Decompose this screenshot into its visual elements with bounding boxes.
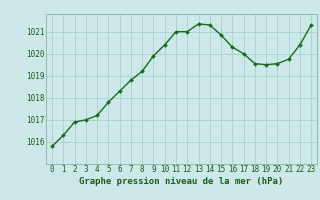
X-axis label: Graphe pression niveau de la mer (hPa): Graphe pression niveau de la mer (hPa)	[79, 177, 284, 186]
